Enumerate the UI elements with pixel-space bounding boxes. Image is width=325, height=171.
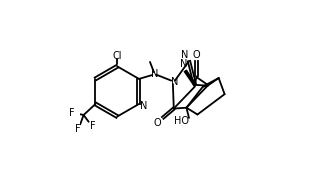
Text: N: N [171,77,178,87]
Text: N: N [140,101,148,111]
Text: Cl: Cl [112,51,122,61]
Text: F: F [90,121,96,131]
Text: O: O [154,118,162,128]
Text: F: F [69,108,74,118]
Text: N: N [180,60,188,69]
Text: HO: HO [174,116,189,126]
Text: F: F [75,124,81,134]
Text: O: O [193,50,201,60]
Text: N: N [151,69,158,79]
Text: N: N [181,50,188,60]
